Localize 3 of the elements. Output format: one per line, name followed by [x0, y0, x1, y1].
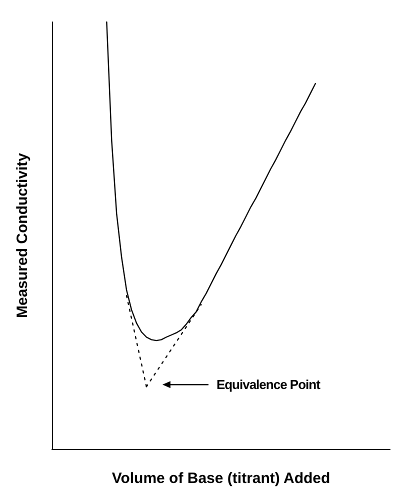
- x-axis-title: Volume of Base (titrant) Added: [112, 470, 330, 487]
- y-axis-title: Measured Conductivity: [14, 152, 31, 318]
- annotation: Equivalence Point: [216, 377, 322, 392]
